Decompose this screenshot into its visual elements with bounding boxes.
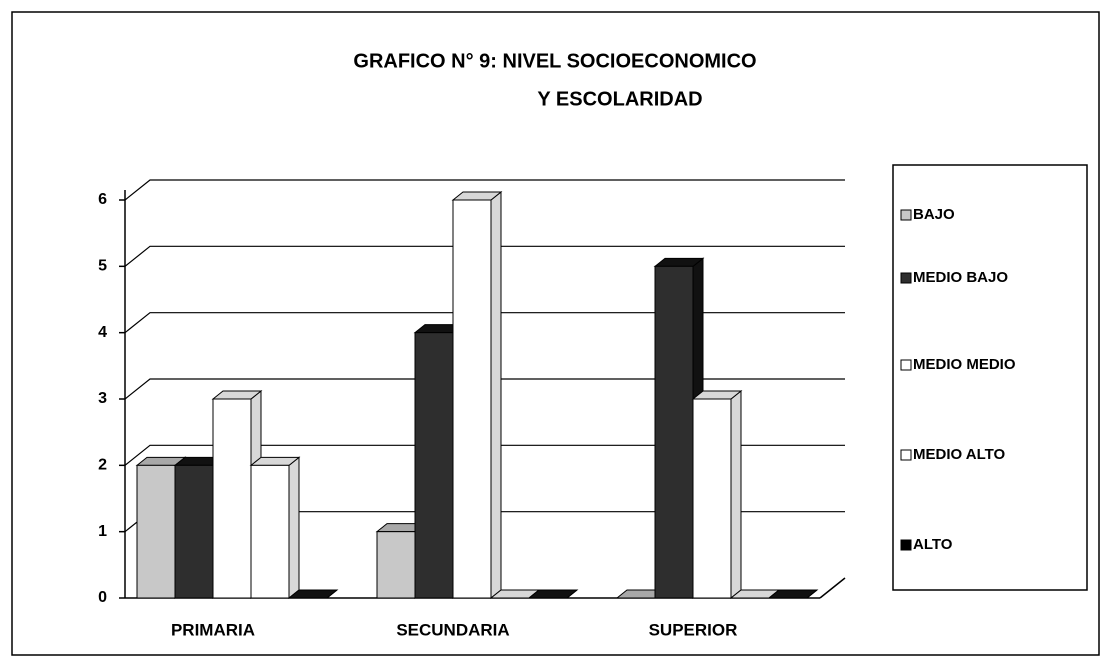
bar bbox=[691, 389, 743, 600]
x-tick-label: SECUNDARIA bbox=[396, 620, 509, 639]
legend-label: MEDIO ALTO bbox=[913, 446, 1006, 463]
legend-swatch bbox=[900, 272, 912, 284]
bar bbox=[767, 589, 819, 599]
legend-box bbox=[892, 164, 1088, 591]
y-tick-label: 1 bbox=[98, 523, 107, 540]
legend-swatch bbox=[900, 209, 912, 221]
chart-title: GRAFICO N° 9: NIVEL SOCIOECONOMICO bbox=[353, 50, 756, 72]
legend-label: ALTO bbox=[913, 536, 953, 553]
x-tick-label: SUPERIOR bbox=[649, 620, 738, 639]
legend-label: MEDIO BAJO bbox=[913, 269, 1008, 286]
bar bbox=[287, 589, 339, 599]
bar bbox=[249, 456, 301, 600]
axis-line bbox=[819, 577, 846, 599]
chart-title: Y ESCOLARIDAD bbox=[537, 88, 702, 110]
legend-swatch bbox=[900, 539, 912, 551]
bar bbox=[527, 589, 579, 599]
y-tick-label: 4 bbox=[98, 324, 107, 341]
legend-label: BAJO bbox=[913, 206, 955, 223]
y-tick-label: 6 bbox=[98, 191, 107, 208]
legend-label: MEDIO MEDIO bbox=[913, 356, 1016, 373]
bar bbox=[451, 190, 503, 600]
grid-line bbox=[124, 312, 845, 334]
legend-swatch bbox=[900, 449, 912, 461]
y-tick-label: 2 bbox=[98, 457, 107, 474]
y-tick-label: 5 bbox=[98, 258, 107, 275]
legend-swatch bbox=[900, 359, 912, 371]
x-tick-label: PRIMARIA bbox=[171, 620, 255, 639]
y-tick-label: 0 bbox=[98, 589, 107, 606]
grid-line bbox=[124, 245, 845, 267]
grid-line bbox=[124, 179, 845, 201]
y-tick-label: 3 bbox=[98, 390, 107, 407]
grid-line bbox=[124, 444, 845, 466]
grid-line bbox=[124, 378, 845, 400]
